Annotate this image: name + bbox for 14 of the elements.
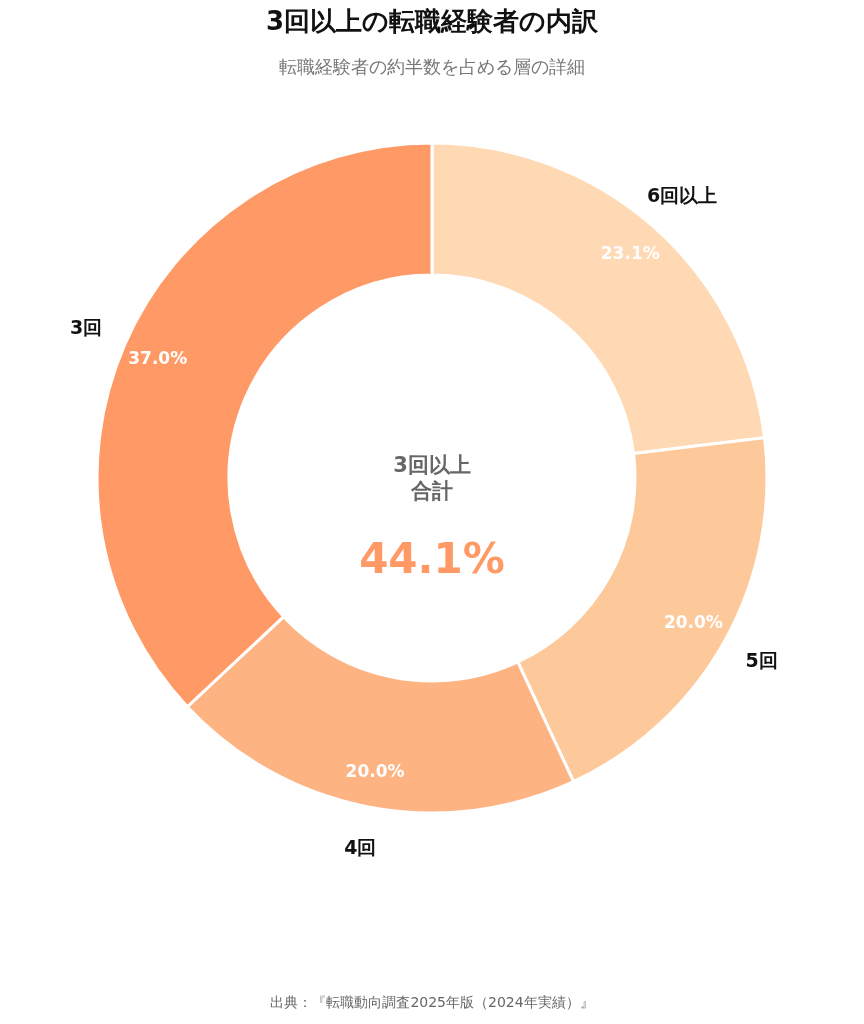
text: 合計: [410, 479, 453, 503]
slice-label: 3回: [70, 315, 103, 338]
chart-subtitle: 転職経験者の約半数を占める層の詳細: [279, 56, 585, 77]
data-label: 20.0%: [663, 612, 723, 633]
text: 44.1%: [359, 534, 505, 583]
source-note: 出典：『転職動向調査2025年版（2024年実績）』: [270, 994, 594, 1010]
data-label: 37.0%: [128, 347, 188, 368]
slice-label: 4回: [344, 836, 377, 859]
data-label: 23.1%: [600, 243, 660, 264]
slice-label: 6回以上: [646, 183, 718, 206]
slice-label: 5回: [745, 649, 778, 672]
chart-title: 3回以上の転職経験者の内訳: [265, 6, 600, 36]
data-label: 20.0%: [345, 760, 405, 781]
text: 3回以上: [393, 453, 471, 477]
